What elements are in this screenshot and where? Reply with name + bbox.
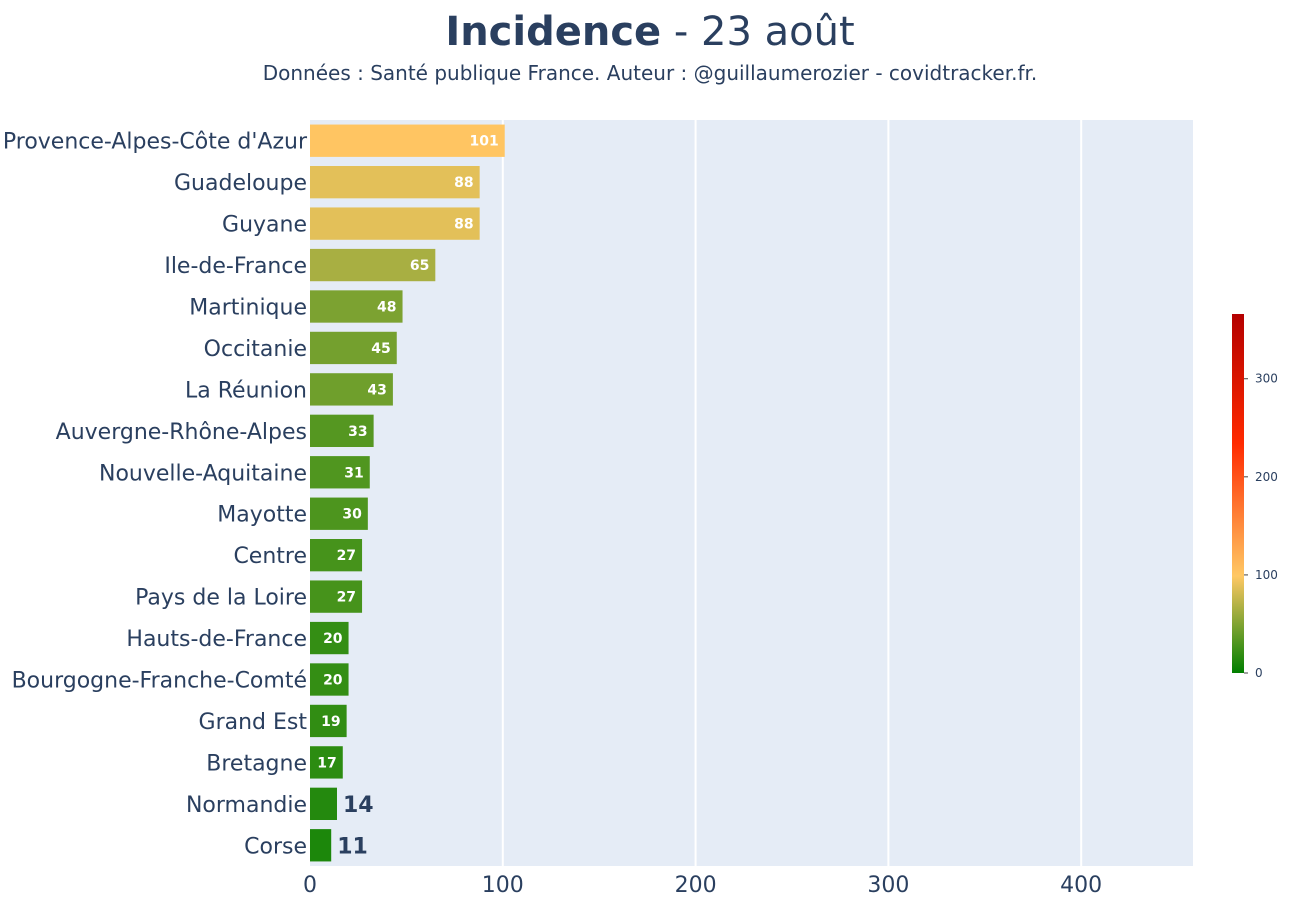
- bar-bourgogne-franche-comte: [310, 663, 349, 696]
- value-label-pays-de-la-loire: 27: [337, 590, 356, 606]
- category-label-grand-est: Grand Est: [199, 710, 308, 735]
- category-label-martinique: Martinique: [189, 296, 307, 321]
- colorbar-tick-label-0: 0: [1255, 666, 1263, 680]
- category-label-mayotte: Mayotte: [217, 503, 307, 528]
- bar-nouvelle-aquitaine: [310, 456, 370, 489]
- value-label-guyane: 88: [454, 217, 473, 233]
- category-label-ile-de-france: Ile-de-France: [164, 254, 307, 279]
- value-label-provence-alpes-cote-d-azur: 101: [469, 134, 498, 150]
- category-label-la-reunion: La Réunion: [185, 378, 307, 403]
- bar-pays-de-la-loire: [310, 580, 363, 613]
- bar-normandie: [310, 787, 337, 820]
- category-label-pays-de-la-loire: Pays de la Loire: [135, 586, 307, 611]
- value-label-mayotte: 30: [342, 507, 362, 523]
- value-label-centre: 27: [337, 548, 356, 564]
- category-label-auvergne-rhone-alpes: Auvergne-Rhône-Alpes: [56, 420, 307, 445]
- bar-occitanie: [310, 331, 397, 365]
- category-label-bourgogne-franche-comte: Bourgogne-Franche-Comté: [12, 669, 307, 694]
- bar-ile-de-france: [310, 248, 436, 282]
- value-label-bretagne: 17: [317, 755, 336, 771]
- value-label-nouvelle-aquitaine: 31: [344, 465, 363, 481]
- category-label-corse: Corse: [244, 834, 307, 859]
- chart-title-date: - 23 août: [661, 9, 855, 55]
- category-label-guyane: Guyane: [222, 213, 307, 238]
- bar-guadeloupe: [310, 166, 480, 199]
- value-label-grand-est: 19: [321, 714, 340, 730]
- value-label-guadeloupe: 88: [454, 175, 473, 191]
- x-tick-label-400: 400: [1060, 873, 1102, 898]
- value-label-martinique: 48: [377, 300, 396, 316]
- gridlines: [501, 120, 1083, 866]
- chart-title: Incidence - 23 août: [0, 8, 1300, 56]
- colorbar: 0 100 200 300: [1232, 314, 1278, 680]
- category-label-provence-alpes-cote-d-azur: Provence-Alpes-Côte d'Azur: [3, 130, 308, 155]
- bar-centre: [310, 539, 363, 572]
- bar-la-reunion: [310, 373, 393, 406]
- x-tick-label-0: 0: [303, 873, 317, 898]
- value-label-normandie: 14: [343, 793, 374, 818]
- x-tick-label-100: 100: [482, 873, 524, 898]
- value-label-hauts-de-france: 20: [323, 631, 343, 647]
- bar-guyane: [310, 207, 480, 240]
- value-label-occitanie: 45: [371, 341, 390, 357]
- category-label-centre: Centre: [233, 544, 307, 569]
- category-label-occitanie: Occitanie: [204, 337, 307, 362]
- category-label-nouvelle-aquitaine: Nouvelle-Aquitaine: [99, 461, 307, 486]
- category-label-bretagne: Bretagne: [206, 751, 307, 776]
- value-label-auvergne-rhone-alpes: 33: [348, 424, 367, 440]
- x-tick-label-300: 300: [867, 873, 909, 898]
- bar-auvergne-rhone-alpes: [310, 414, 374, 447]
- chart-title-main: Incidence: [445, 9, 662, 55]
- value-label-ile-de-france: 65: [410, 258, 429, 274]
- x-axis-tick-labels: 0 100 200 300 400: [303, 873, 1102, 898]
- x-tick-label-200: 200: [675, 873, 717, 898]
- bar-grand-est: [310, 704, 347, 738]
- bar-hauts-de-france: [310, 621, 349, 655]
- category-label-guadeloupe: Guadeloupe: [174, 171, 307, 196]
- value-label-corse: 11: [337, 834, 368, 859]
- colorbar-gradient: [1232, 314, 1244, 673]
- category-labels: Provence-Alpes-Côte d'Azur Guadeloupe Guya…: [3, 130, 308, 860]
- bar-bretagne: [310, 746, 343, 779]
- bar-corse: [310, 829, 332, 862]
- bar-provence-alpes-cote-d-azur: [310, 124, 505, 157]
- value-label-bourgogne-franche-comte: 20: [323, 673, 343, 689]
- bars: 101 88 88 65 48 45 43 33 31 30 27 27 20 20 19 17 14 11: [310, 124, 505, 862]
- colorbar-tick-label-300: 300: [1255, 372, 1278, 386]
- colorbar-tick-label-100: 100: [1255, 568, 1278, 582]
- category-label-normandie: Normandie: [186, 793, 307, 818]
- category-label-hauts-de-france: Hauts-de-France: [126, 627, 307, 652]
- plot-area: [310, 120, 1193, 866]
- value-label-la-reunion: 43: [367, 382, 386, 398]
- chart-subtitle: Données : Santé publique France. Auteur …: [262, 61, 1038, 85]
- bar-martinique: [310, 290, 403, 323]
- bar-mayotte: [310, 497, 368, 530]
- colorbar-tick-label-200: 200: [1255, 470, 1278, 484]
